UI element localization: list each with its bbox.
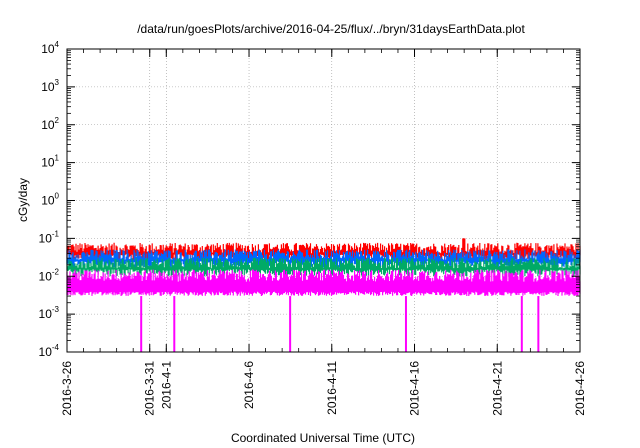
x-tick-label: 2016-3-31 — [143, 361, 157, 416]
chart-title: /data/run/goesPlots/archive/2016-04-25/f… — [137, 22, 525, 36]
x-tick-label: 2016-4-16 — [408, 361, 422, 416]
plot-frame — [66, 48, 581, 353]
y-tick-label: 10-4 — [39, 343, 60, 359]
ticks: 10-4 10-3 10-2 10-1 100 101 102 103 104 2016-3-26… — [39, 40, 587, 416]
grid — [67, 49, 580, 352]
x-tick-label: 2016-4-6 — [242, 361, 256, 409]
y-tick-label: 10-2 — [39, 267, 60, 283]
x-tick-label: 2016-4-1 — [159, 361, 173, 409]
y-tick-label: 101 — [41, 154, 59, 170]
y-tick-label: 102 — [41, 116, 59, 132]
y-tick-label: 104 — [41, 40, 59, 56]
y-tick-label: 10-1 — [39, 229, 60, 245]
x-tick-label: 2016-3-26 — [60, 361, 74, 416]
y-tick-label: 100 — [41, 192, 59, 208]
x-tick-label: 2016-4-26 — [573, 361, 587, 416]
x-tick-label: 2016-4-21 — [490, 361, 504, 416]
y-tick-label: 10-3 — [39, 305, 60, 321]
series-layer — [66, 238, 581, 352]
x-axis-label: Coordinated Universal Time (UTC) — [231, 431, 415, 445]
x-tick-label: 2016-4-11 — [325, 361, 339, 415]
y-tick-label: 103 — [41, 78, 59, 94]
y-axis-label: cGy/day — [16, 178, 30, 222]
